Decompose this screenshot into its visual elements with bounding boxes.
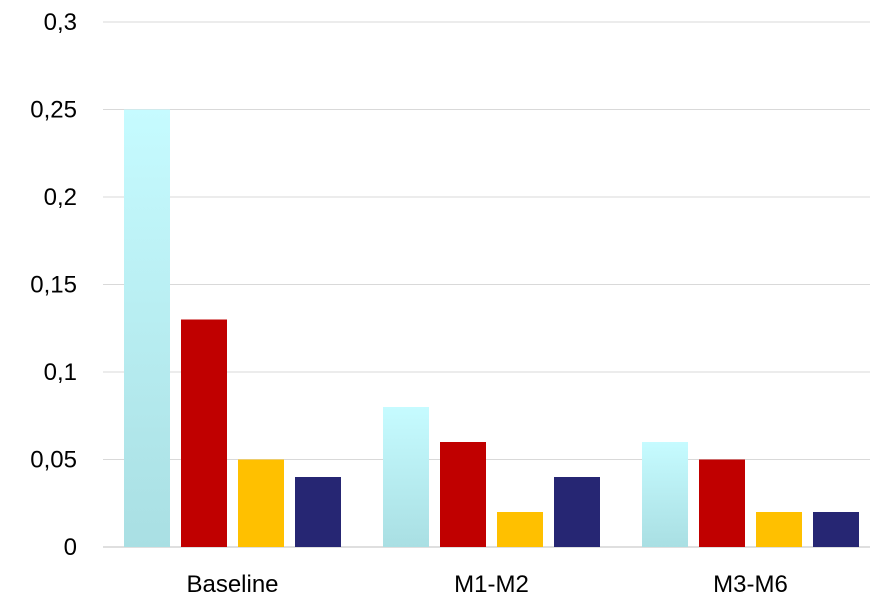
bar-m3-m6-series-2 xyxy=(699,459,745,547)
y-axis-ticks: 0 0,05 0,1 0,15 0,2 0,25 0,3 xyxy=(30,9,77,561)
y-tick-label: 0,1 xyxy=(44,359,77,386)
bar-m1-m2-series-4 xyxy=(554,477,600,547)
bar-m3-m6-series-1 xyxy=(642,442,688,547)
x-category-label: M3-M6 xyxy=(713,571,788,598)
gridlines xyxy=(103,21,870,548)
bar-baseline-series-3 xyxy=(238,459,284,547)
y-tick-label: 0,25 xyxy=(30,97,77,124)
y-tick-label: 0 xyxy=(64,534,77,561)
y-tick-label: 0,15 xyxy=(30,272,77,299)
bar-m3-m6-series-4 xyxy=(813,512,859,547)
bar-baseline-series-4 xyxy=(295,477,341,547)
x-category-label: M1-M2 xyxy=(454,571,529,598)
x-category-label: Baseline xyxy=(186,571,278,598)
bar-m1-m2-series-1 xyxy=(383,407,429,547)
bar-baseline-series-1 xyxy=(124,109,170,547)
x-axis-categories: Baseline M1-M2 M3-M6 xyxy=(186,571,787,598)
bar-m1-m2-series-2 xyxy=(440,442,486,547)
y-tick-label: 0,2 xyxy=(44,184,77,211)
y-tick-label: 0,05 xyxy=(30,447,77,474)
bar-m1-m2-series-3 xyxy=(497,512,543,547)
bar-m3-m6-series-3 xyxy=(756,512,802,547)
bars xyxy=(124,109,859,547)
y-tick-label: 0,3 xyxy=(44,9,77,36)
bar-baseline-series-2 xyxy=(181,319,227,547)
